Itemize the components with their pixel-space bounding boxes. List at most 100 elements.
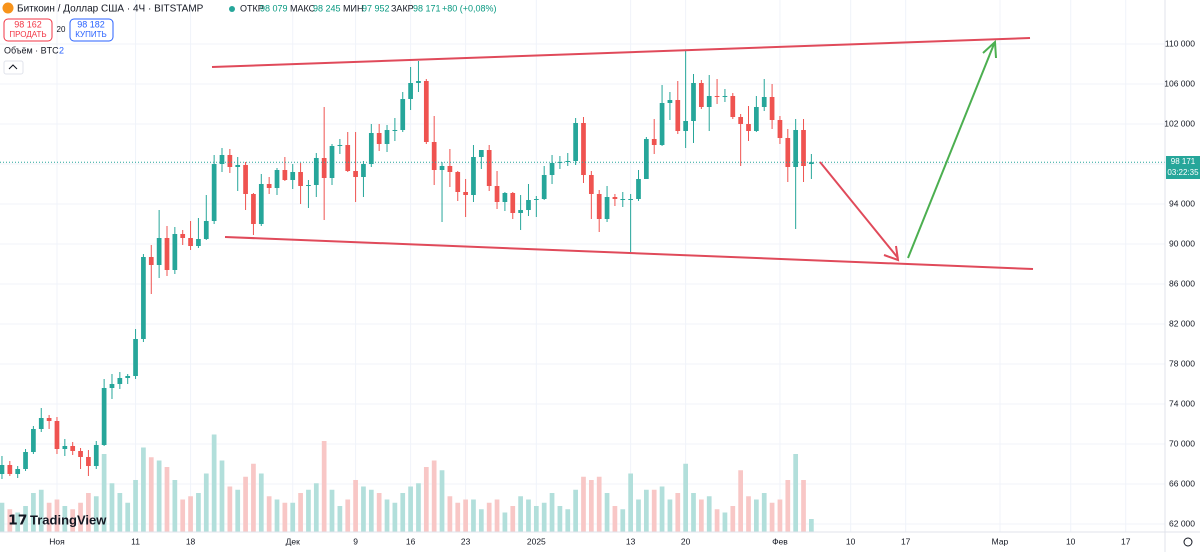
candle-body [117, 378, 123, 384]
candle-body [188, 238, 193, 246]
volume-bar [0, 502, 5, 532]
y-tick-label: 62 000 [1169, 518, 1195, 528]
candle-body [156, 238, 162, 265]
candle-body [588, 175, 594, 194]
candle-body [431, 142, 437, 170]
y-tick-label: 70 000 [1169, 438, 1195, 448]
volume-label: Объём · BTC [4, 45, 59, 55]
y-tick-label: 94 000 [1169, 198, 1195, 208]
volume-bar [738, 470, 744, 532]
x-tick-label: 20 [681, 536, 691, 546]
candle-body [266, 184, 272, 188]
arrow-up [907, 43, 995, 259]
price-tag-value: 98 171 [1171, 157, 1196, 166]
candle-body [306, 185, 311, 186]
volume-bar [109, 483, 115, 532]
volume-bar [172, 480, 178, 532]
y-tick-label: 110 000 [1165, 38, 1195, 48]
volume-bar [329, 489, 335, 532]
candle-body [274, 170, 280, 188]
y-tick-label: 86 000 [1169, 278, 1195, 288]
volume-bar [141, 447, 146, 532]
candle-body [659, 103, 665, 145]
sell-button[interactable] [3, 18, 53, 42]
candle-body [785, 138, 791, 167]
candle-body [54, 421, 60, 449]
volume-bar [722, 512, 728, 532]
candle-body [361, 164, 366, 177]
candle-body [423, 81, 429, 142]
candle-body [384, 130, 390, 144]
volume-bar [699, 499, 704, 532]
arrow-up-head [982, 39, 997, 59]
plot [0, 51, 1165, 479]
candle-body [31, 429, 36, 452]
candle-body [455, 172, 461, 192]
volume-bar [243, 476, 248, 532]
volume-bar [714, 509, 720, 532]
volume-bar [23, 506, 28, 532]
candle-body [738, 117, 744, 124]
volume-bar [494, 499, 500, 532]
candle-body [172, 234, 178, 270]
low: 97 952 [362, 3, 390, 13]
volume-bar [368, 489, 374, 532]
open: 98 079 [260, 3, 288, 13]
channel-bottom [224, 236, 1034, 270]
x-tick-label: 16 [406, 536, 416, 546]
volume-bar [337, 506, 343, 532]
candle-body [549, 163, 555, 175]
volume-bar [31, 493, 36, 532]
volume-bar [203, 473, 209, 532]
buy-button[interactable] [69, 18, 114, 42]
spread: 20 [57, 25, 66, 34]
candle-body [801, 130, 806, 166]
volume-bar [746, 496, 751, 532]
candle-body [463, 192, 468, 195]
candle-body [408, 83, 413, 99]
change: +80 (+0,08%) [442, 3, 497, 13]
volume-bar [510, 506, 516, 532]
candle-body [133, 339, 138, 376]
volume-bar [549, 493, 555, 532]
volume-bar [636, 499, 641, 532]
candle-body [125, 376, 131, 378]
volume-bar [691, 493, 696, 532]
y-tick-label: 74 000 [1169, 398, 1195, 408]
volume-bar [298, 493, 303, 532]
candle-body [148, 257, 154, 265]
volume-bar [274, 499, 280, 532]
volume-bar [266, 496, 272, 532]
settings-icon[interactable] [1183, 537, 1193, 547]
price-tag [1166, 156, 1200, 179]
volume-bar [447, 496, 453, 532]
candle-body [596, 194, 602, 219]
volume-bar [526, 499, 531, 532]
volume-bar [706, 496, 712, 532]
volume-bar [620, 509, 626, 532]
x-tick-label: 13 [626, 536, 636, 546]
collapse-button[interactable] [3, 60, 24, 75]
candle-body [337, 145, 343, 146]
volume-bar [38, 489, 44, 532]
candle-body [180, 234, 186, 238]
volume-bar [164, 467, 170, 532]
volume-bar [628, 473, 633, 532]
candle-body [518, 210, 523, 213]
volume-bar [117, 493, 123, 532]
volume-bar [471, 499, 476, 532]
y-tick-label: 66 000 [1169, 478, 1195, 488]
candle-body [565, 161, 571, 162]
volume-bar [423, 467, 429, 532]
volume-bar [180, 499, 186, 532]
candle-body [526, 200, 531, 210]
x-tick-label: Фев [772, 536, 788, 546]
candle-body [777, 120, 783, 138]
volume-bar [659, 486, 665, 532]
volume-bar [306, 489, 311, 532]
volume-bar [258, 473, 264, 532]
x-tick-label: 2025 [527, 536, 546, 546]
logo-mark: 𝟭𝟳 [8, 512, 27, 528]
close-label: ЗАКР [391, 3, 414, 13]
